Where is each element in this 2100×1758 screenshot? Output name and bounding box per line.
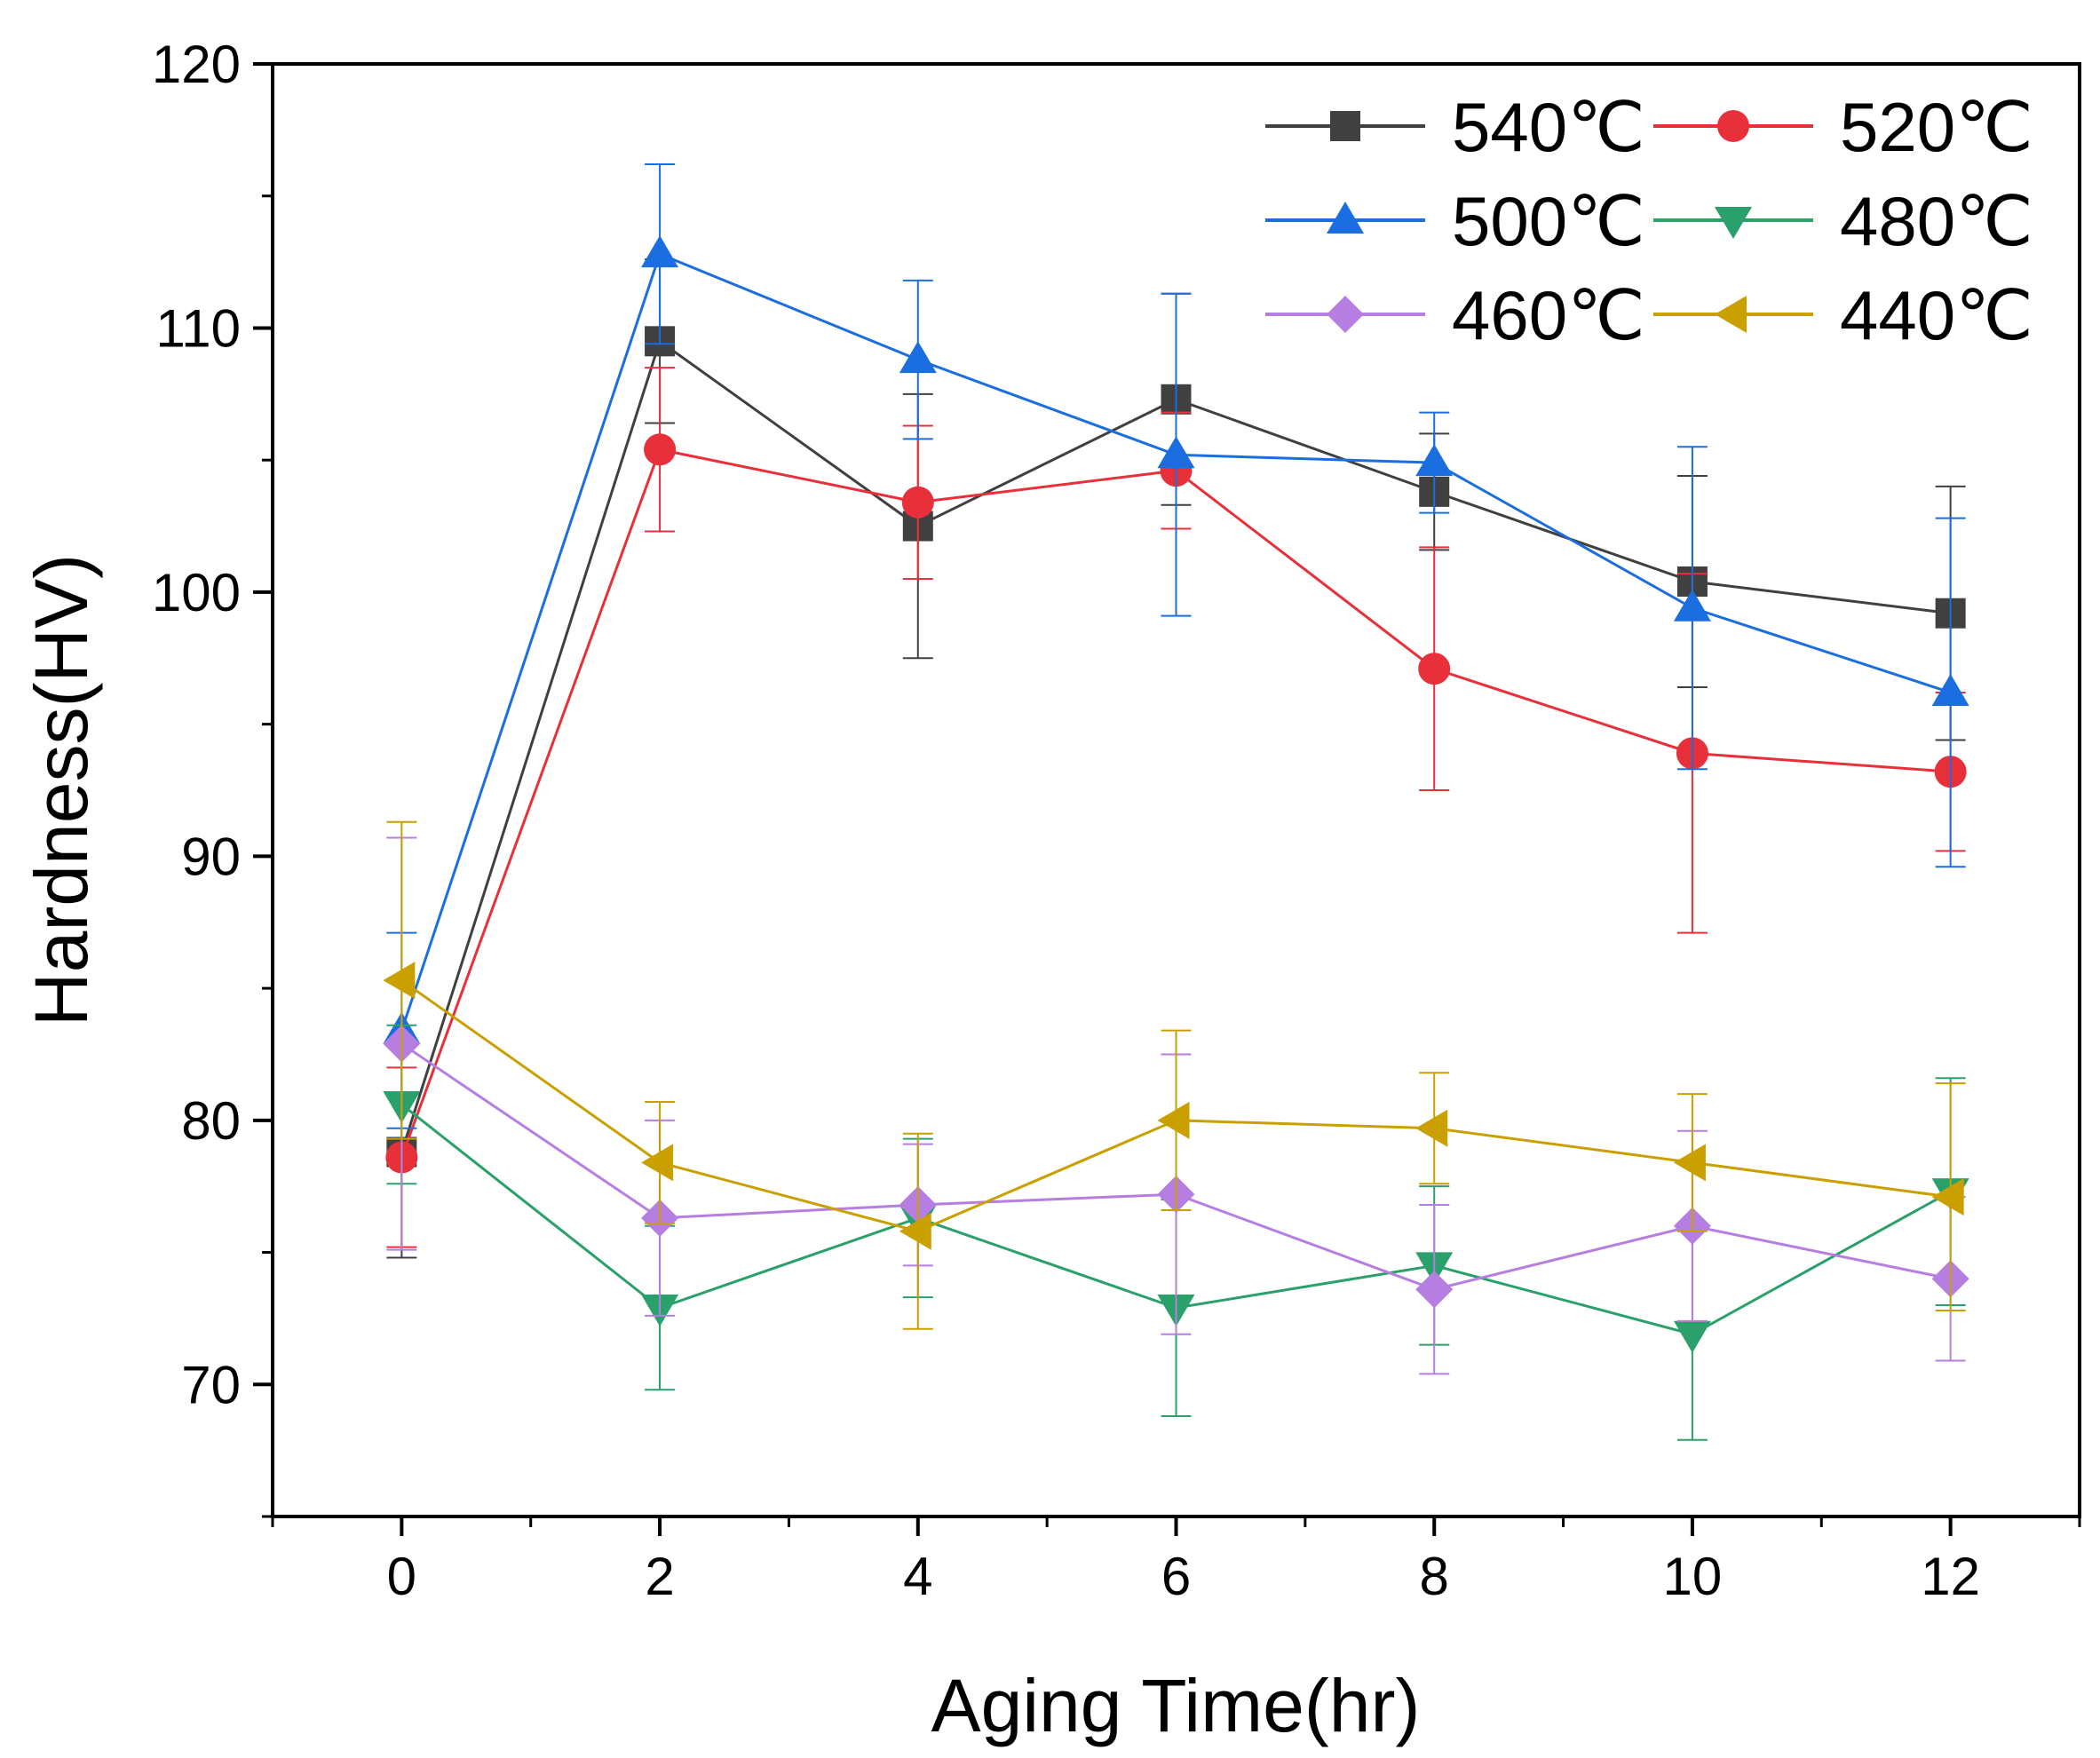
data-point (641, 1144, 674, 1182)
data-point (383, 962, 416, 1000)
data-point (1415, 1271, 1454, 1309)
data-point (899, 1212, 931, 1250)
legend-label: 520℃ (1840, 88, 2033, 166)
data-point (1415, 444, 1454, 477)
legend-swatch-marker (1327, 296, 1364, 333)
x-tick-label: 10 (1663, 1547, 1723, 1606)
data-point (641, 235, 679, 268)
y-tick-label: 70 (181, 1355, 241, 1414)
series-2 (383, 163, 1969, 1129)
legend-label: 460℃ (1452, 276, 1645, 354)
x-tick-label: 2 (645, 1547, 674, 1606)
data-point (1157, 1101, 1190, 1139)
legend-item: 520℃ (1653, 88, 2033, 166)
y-tick-label: 80 (181, 1091, 241, 1151)
data-point (1931, 673, 1969, 706)
data-point (899, 341, 937, 374)
legend-label: 540℃ (1452, 88, 1645, 166)
y-tick-label: 90 (181, 827, 241, 886)
data-point (1673, 1320, 1711, 1353)
legend-item: 440℃ (1653, 276, 2033, 354)
legend-item: 500℃ (1265, 182, 1645, 260)
x-tick-label: 4 (903, 1547, 932, 1606)
y-tick-label: 120 (152, 35, 241, 94)
ticks-layer: 70 80 90 100 110 120 0 2 4 6 8 10 12 (152, 35, 2081, 1606)
series-layer (383, 163, 1969, 1441)
legend-swatch-marker (1717, 110, 1749, 142)
data-point (644, 433, 677, 466)
x-tick-label: 0 (387, 1547, 416, 1606)
legend-item: 460℃ (1265, 276, 1645, 354)
data-point (1157, 436, 1195, 469)
data-point (1415, 1109, 1448, 1147)
legend-swatch-marker (1327, 202, 1364, 234)
legend-label: 480℃ (1840, 182, 2033, 260)
data-point (1673, 589, 1711, 622)
legend-item: 480℃ (1653, 182, 2033, 260)
y-tick-label: 110 (155, 298, 241, 358)
y-tick-label: 100 (152, 563, 241, 622)
x-axis-title: Aging Time(hr) (931, 1664, 1421, 1747)
legend-swatch-marker (1715, 296, 1747, 333)
data-point (901, 486, 934, 519)
legend-swatch-marker (1715, 207, 1752, 239)
legend-label: 500℃ (1452, 182, 1645, 260)
x-tick-label: 6 (1161, 1547, 1191, 1606)
legend-item: 540℃ (1265, 88, 1645, 166)
x-tick-label: 12 (1921, 1547, 1980, 1606)
y-axis-title: Hardness(HV) (20, 554, 103, 1026)
series-5 (383, 820, 1966, 1330)
data-point (1673, 1144, 1706, 1182)
legend-label: 440℃ (1840, 276, 2033, 354)
data-point (1931, 1178, 1964, 1216)
x-tick-label: 8 (1420, 1547, 1449, 1606)
data-point (1418, 653, 1451, 685)
legend-swatch-marker (1330, 111, 1360, 141)
legend: 540℃ 520℃ 500℃ 480℃ 460℃ 440℃ (1265, 88, 2033, 354)
